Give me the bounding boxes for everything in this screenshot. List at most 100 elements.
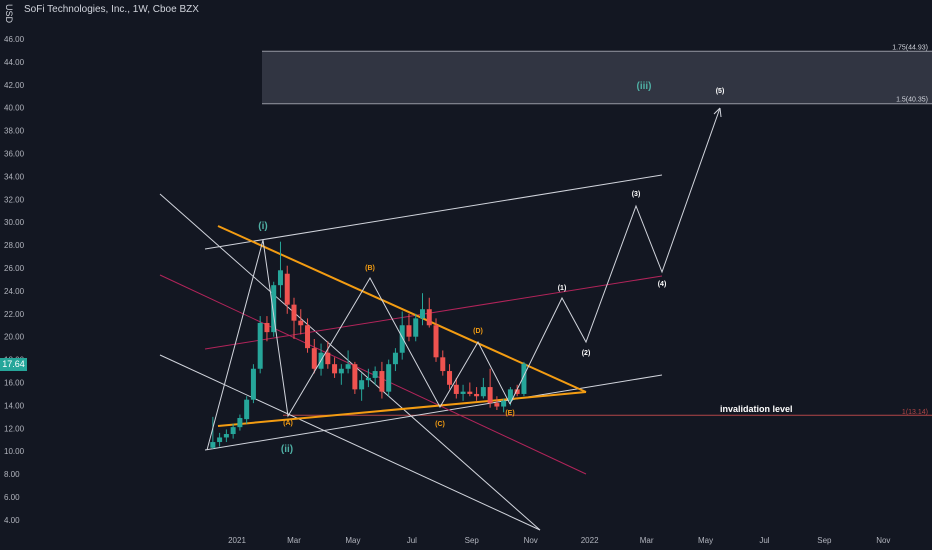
candle-body [298, 320, 304, 326]
candle-body [426, 309, 432, 326]
y-tick-label: 24.00 [4, 287, 25, 296]
candle-body [487, 387, 493, 404]
projection-arrowhead [713, 107, 722, 118]
candle-body [365, 377, 371, 381]
y-tick-label: 22.00 [4, 310, 25, 319]
y-tick-label: 44.00 [4, 58, 25, 67]
y-tick-label: 42.00 [4, 81, 25, 90]
wave-labels: (i) (ii) (iii) (A) (B) (C) (D) (E) (1) (2) (3) (4) (… [258, 81, 724, 455]
candle-body [460, 391, 466, 394]
candle-body [244, 399, 250, 420]
chart-title: SoFi Technologies, Inc., 1W, Cboe BZX [24, 4, 199, 15]
candle-body [379, 371, 385, 392]
candle-body [433, 325, 439, 358]
candle-body [257, 322, 263, 369]
candle-body [359, 380, 365, 390]
candle-body [501, 400, 507, 407]
x-axis: 2021MarMayJulSepNov2022MarMayJulSepNov20… [228, 536, 890, 545]
wave-label: (A) [283, 420, 293, 427]
x-tick-label: Sep [465, 536, 480, 545]
y-tick-label: 28.00 [4, 241, 25, 250]
candle-body [264, 322, 270, 333]
candle-body [406, 325, 412, 337]
fib-175-label: 1.75(44.93) [892, 44, 928, 51]
y-tick-label: 8.00 [4, 470, 20, 479]
y-tick-label: 30.00 [4, 218, 25, 227]
candle-body [392, 352, 398, 365]
y-tick-label: 46.00 [4, 35, 25, 44]
candle-body [305, 325, 311, 349]
wave-label: (5) [716, 88, 725, 95]
wave-label: (ii) [281, 444, 293, 455]
x-tick-label: Mar [287, 536, 301, 545]
x-tick-label: Jul [759, 536, 769, 545]
wave-label: (1) [558, 285, 567, 292]
wave-label: (B) [365, 265, 375, 272]
y-tick-label: 4.00 [4, 516, 20, 525]
candle-body [345, 364, 351, 369]
candle-body [413, 318, 419, 337]
channel-white-lower [159, 354, 541, 531]
candle-body [338, 368, 344, 374]
candles [210, 241, 527, 449]
candle-body [480, 387, 486, 397]
y-tick-label: 16.00 [4, 379, 25, 388]
y-tick-label: 40.00 [4, 104, 25, 113]
channel-white-base [204, 374, 663, 451]
y-tick-label: 6.00 [4, 493, 20, 502]
y-tick-label: 20.00 [4, 333, 25, 342]
wave-label: (D) [473, 328, 483, 335]
candle-body [494, 403, 500, 407]
candle-body [352, 364, 358, 390]
candle-body [399, 325, 405, 353]
y-tick-label: 32.00 [4, 195, 25, 204]
projection-zone: 1.75(44.93) 1.5(40.35) [262, 44, 932, 105]
candle-body [474, 393, 480, 397]
channel-white-lower-diag [159, 193, 541, 531]
y-axis: 46.00 44.00 42.00 40.00 38.00 36.00 34.00 32.00… [4, 35, 25, 525]
candle-body [386, 364, 392, 392]
candle-body [223, 434, 229, 438]
candle-body [467, 391, 473, 394]
wave-label: (C) [435, 421, 445, 428]
candle-body [284, 273, 290, 305]
wave-label: (2) [582, 350, 591, 357]
candle-body [277, 270, 283, 286]
candle-body [419, 309, 425, 319]
wave-label: (iii) [637, 81, 652, 92]
candle-body [514, 389, 520, 394]
wave-label: (4) [658, 281, 667, 288]
candle-body [332, 364, 338, 374]
wave-paths [206, 107, 722, 451]
wave-label: (i) [258, 221, 267, 232]
fib-extension-zone [262, 51, 932, 104]
candle-body [230, 427, 236, 435]
triangle-lower-line [217, 391, 587, 427]
x-tick-label: Jul [407, 536, 417, 545]
x-tick-label: May [345, 536, 360, 545]
currency-label: USD [4, 4, 14, 24]
y-tick-label: 12.00 [4, 424, 25, 433]
wave-label: (3) [632, 191, 641, 198]
candle-body [237, 417, 243, 428]
candle-body [325, 352, 331, 365]
candle-body [311, 348, 317, 369]
candle-body [217, 437, 223, 443]
y-tick-label: 36.00 [4, 150, 25, 159]
candle-body [250, 368, 256, 400]
y-tick-label: 14.00 [4, 401, 25, 410]
candle-body [372, 371, 378, 378]
abcde-wave-path [206, 239, 511, 451]
x-tick-label: Mar [640, 536, 654, 545]
candle-body [507, 389, 513, 401]
channel-white-upper [204, 174, 663, 250]
candle-body [440, 357, 446, 372]
y-tick-label: 38.00 [4, 127, 25, 136]
wave-label: (E) [505, 410, 514, 417]
fib-150-label: 1.5(40.35) [896, 97, 928, 104]
y-tick-label: 34.00 [4, 172, 25, 181]
impulse-projection-path [509, 107, 721, 405]
candle-body [521, 363, 527, 394]
x-tick-label: 2022 [581, 536, 599, 545]
